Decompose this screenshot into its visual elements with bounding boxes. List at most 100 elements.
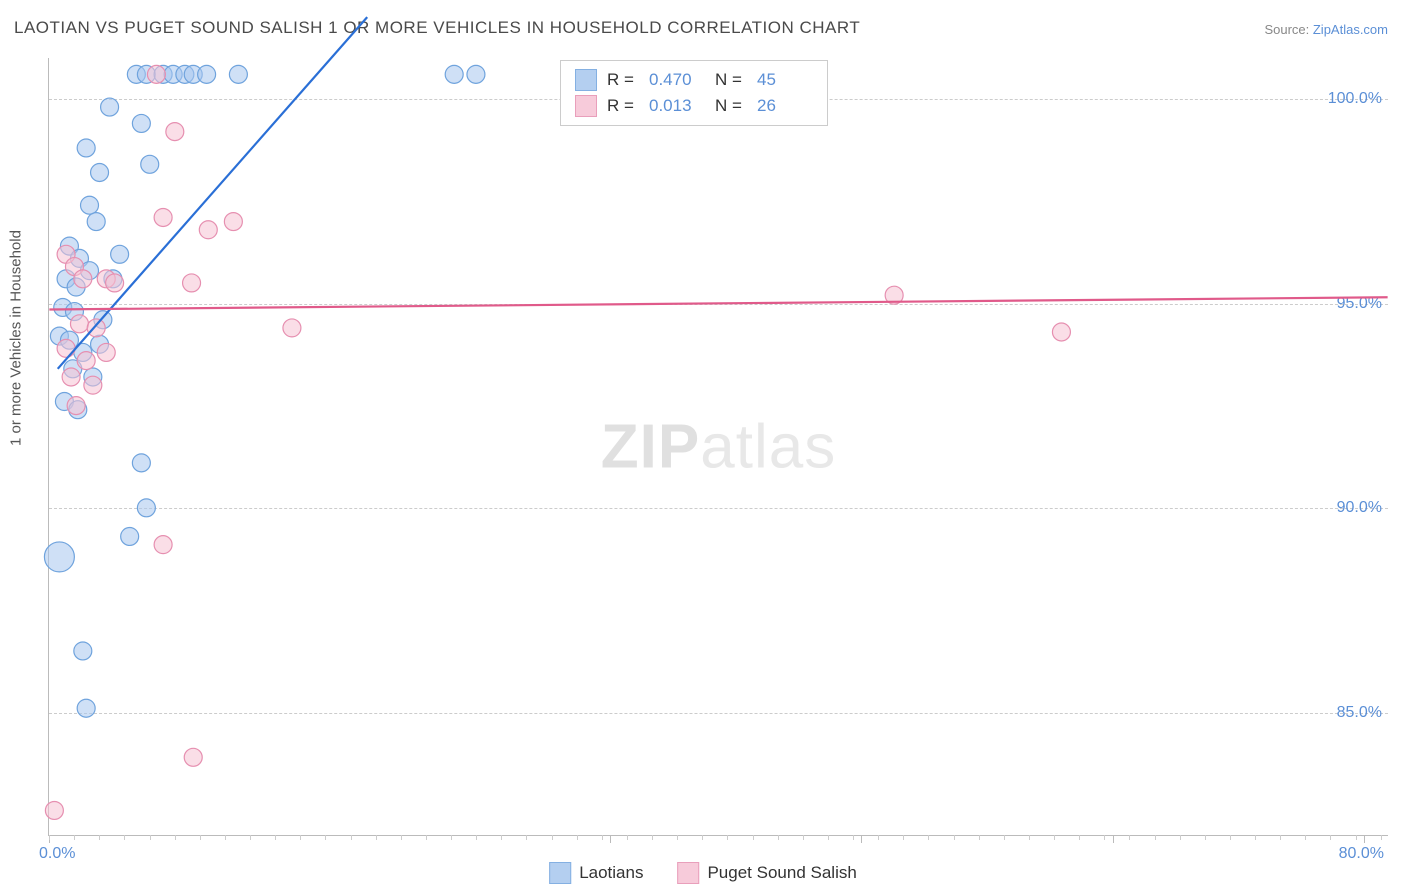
x-label-right: 80.0%: [1339, 845, 1384, 863]
data-point: [111, 245, 129, 263]
x-tick-minor: [954, 835, 955, 840]
data-point: [91, 164, 109, 182]
x-tick-minor: [1155, 835, 1156, 840]
x-tick-minor: [526, 835, 527, 840]
x-tick-minor: [150, 835, 151, 840]
x-tick-minor: [878, 835, 879, 840]
legend-item: Puget Sound Salish: [677, 862, 856, 884]
legend-label: Puget Sound Salish: [707, 863, 856, 883]
data-point: [77, 352, 95, 370]
data-point: [166, 123, 184, 141]
legend-r-label: R =: [607, 70, 639, 90]
regression-line: [49, 297, 1387, 309]
data-point: [283, 319, 301, 337]
x-tick-minor: [778, 835, 779, 840]
data-point: [87, 213, 105, 231]
data-point: [154, 536, 172, 554]
x-tick-minor: [175, 835, 176, 840]
x-tick-minor: [1280, 835, 1281, 840]
plot-area: ZIPatlas 85.0%90.0%95.0%100.0%0.0%80.0%: [48, 58, 1388, 836]
x-tick-major: [1113, 835, 1114, 843]
x-tick-minor: [727, 835, 728, 840]
x-tick-minor: [1079, 835, 1080, 840]
data-point: [199, 221, 217, 239]
x-tick-minor: [275, 835, 276, 840]
x-tick-minor: [225, 835, 226, 840]
x-tick-minor: [928, 835, 929, 840]
legend-n-label: N =: [715, 70, 747, 90]
x-tick-minor: [627, 835, 628, 840]
x-tick-major: [1364, 835, 1365, 843]
x-tick-minor: [451, 835, 452, 840]
data-point: [67, 397, 85, 415]
plot-svg: [49, 58, 1388, 835]
legend-item: Laotians: [549, 862, 643, 884]
data-point: [70, 315, 88, 333]
x-tick-minor: [577, 835, 578, 840]
x-tick-minor: [602, 835, 603, 840]
data-point: [84, 376, 102, 394]
data-point: [141, 155, 159, 173]
x-tick-minor: [501, 835, 502, 840]
data-point: [74, 642, 92, 660]
x-tick-minor: [803, 835, 804, 840]
x-tick-minor: [1029, 835, 1030, 840]
source-prefix: Source:: [1264, 22, 1312, 37]
data-point: [445, 65, 463, 83]
x-tick-minor: [1104, 835, 1105, 840]
x-tick-minor: [702, 835, 703, 840]
data-point: [97, 343, 115, 361]
legend-row: R =0.470N =45: [575, 67, 813, 93]
x-tick-major: [861, 835, 862, 843]
data-point: [198, 65, 216, 83]
legend-label: Laotians: [579, 863, 643, 883]
data-point: [154, 209, 172, 227]
data-point: [147, 65, 165, 83]
source-link[interactable]: ZipAtlas.com: [1313, 22, 1388, 37]
x-tick-minor: [1330, 835, 1331, 840]
x-tick-minor: [1129, 835, 1130, 840]
x-tick-minor: [300, 835, 301, 840]
legend-r-value: 0.013: [649, 96, 705, 116]
x-tick-minor: [828, 835, 829, 840]
data-point: [1052, 323, 1070, 341]
x-tick-major: [610, 835, 611, 843]
data-point: [132, 454, 150, 472]
x-tick-minor: [552, 835, 553, 840]
x-tick-minor: [74, 835, 75, 840]
x-tick-minor: [476, 835, 477, 840]
x-tick-minor: [124, 835, 125, 840]
data-point: [183, 274, 201, 292]
legend-n-value: 26: [757, 96, 813, 116]
data-point: [45, 801, 63, 819]
x-tick-minor: [325, 835, 326, 840]
data-point: [229, 65, 247, 83]
data-point: [74, 270, 92, 288]
x-tick-minor: [49, 835, 50, 840]
correlation-legend: R =0.470N =45R =0.013N =26: [560, 60, 828, 126]
data-point: [121, 527, 139, 545]
x-tick-minor: [1180, 835, 1181, 840]
x-tick-minor: [652, 835, 653, 840]
data-point: [184, 748, 202, 766]
x-tick-minor: [1004, 835, 1005, 840]
x-tick-minor: [1230, 835, 1231, 840]
x-tick-minor: [753, 835, 754, 840]
x-tick-minor: [1255, 835, 1256, 840]
x-tick-minor: [1305, 835, 1306, 840]
data-point: [101, 98, 119, 116]
chart-source: Source: ZipAtlas.com: [1264, 22, 1388, 37]
x-tick-minor: [1205, 835, 1206, 840]
data-point: [44, 542, 74, 572]
data-point: [77, 139, 95, 157]
x-tick-minor: [677, 835, 678, 840]
x-tick-minor: [99, 835, 100, 840]
x-tick-minor: [426, 835, 427, 840]
y-axis-label: 1 or more Vehicles in Household: [8, 230, 25, 446]
data-point: [137, 499, 155, 517]
x-tick-minor: [376, 835, 377, 840]
data-point: [62, 368, 80, 386]
legend-r-label: R =: [607, 96, 639, 116]
legend-row: R =0.013N =26: [575, 93, 813, 119]
data-point: [467, 65, 485, 83]
